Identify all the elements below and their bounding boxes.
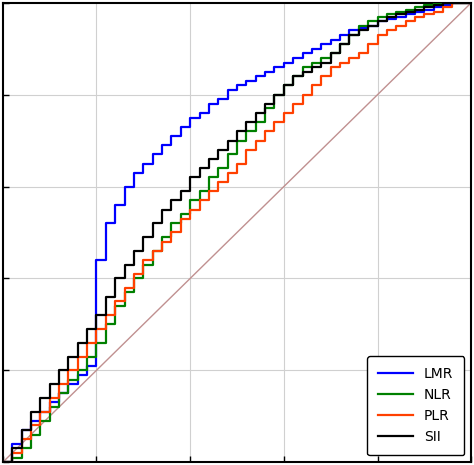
LMR: [328, 37, 334, 42]
LMR: [356, 27, 362, 33]
SII: [356, 32, 362, 38]
LMR: [215, 96, 221, 102]
LMR: [281, 60, 287, 65]
NLR: [328, 51, 334, 56]
LMR: [0, 459, 6, 465]
PLR: [0, 459, 6, 465]
NLR: [431, 0, 437, 6]
NLR: [281, 83, 287, 88]
NLR: [468, 0, 474, 6]
PLR: [356, 55, 362, 61]
PLR: [450, 0, 456, 6]
LMR: [37, 418, 43, 424]
NLR: [37, 432, 43, 438]
Line: SII: SII: [3, 3, 471, 462]
Line: PLR: PLR: [3, 3, 471, 462]
NLR: [215, 166, 221, 171]
Line: NLR: NLR: [3, 3, 471, 462]
LMR: [468, 0, 474, 6]
Line: LMR: LMR: [3, 3, 471, 462]
PLR: [468, 0, 474, 6]
SII: [468, 0, 474, 6]
SII: [281, 83, 287, 88]
PLR: [122, 299, 128, 304]
LMR: [450, 0, 456, 6]
Legend: LMR, NLR, PLR, SII: LMR, NLR, PLR, SII: [367, 356, 464, 455]
PLR: [328, 64, 334, 70]
NLR: [356, 32, 362, 38]
SII: [215, 147, 221, 153]
SII: [122, 276, 128, 281]
SII: [440, 0, 446, 6]
SII: [328, 51, 334, 56]
PLR: [281, 110, 287, 116]
LMR: [122, 202, 128, 208]
PLR: [37, 423, 43, 428]
SII: [0, 459, 6, 465]
PLR: [215, 179, 221, 185]
SII: [37, 409, 43, 414]
NLR: [122, 303, 128, 309]
NLR: [0, 459, 6, 465]
